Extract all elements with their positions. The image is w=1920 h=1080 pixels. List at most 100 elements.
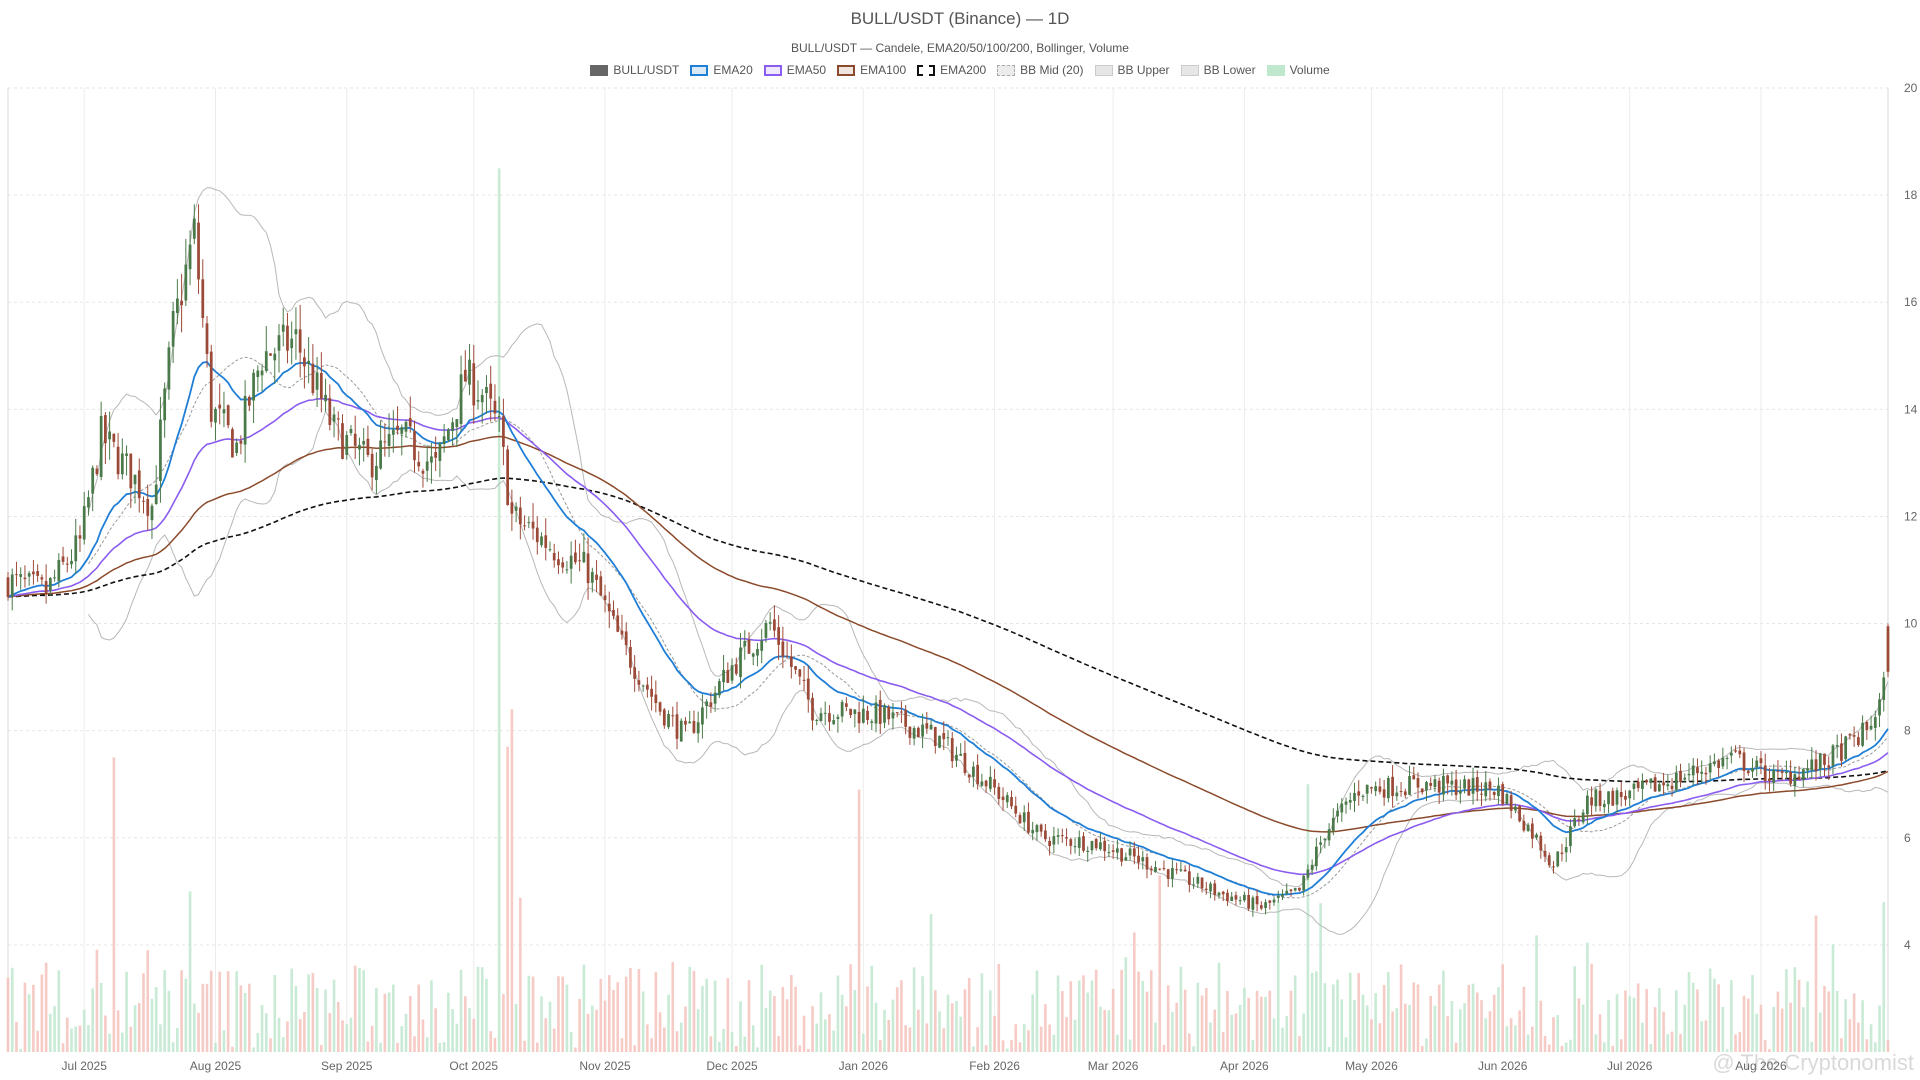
volume-bar	[569, 1031, 573, 1052]
candle-body	[1433, 779, 1437, 788]
volume-bar	[502, 993, 505, 1052]
candle-body	[150, 505, 154, 521]
candle-body	[590, 572, 594, 583]
legend-item-ema200[interactable]: EMA200	[917, 63, 986, 77]
candle-body	[1221, 891, 1225, 895]
volume-bar	[1785, 969, 1788, 1052]
candle-body	[442, 436, 446, 444]
y-tick-label: 4	[1904, 938, 1911, 952]
volume-bar	[1069, 981, 1073, 1052]
candle-body	[502, 416, 505, 447]
candle-body	[1547, 855, 1551, 866]
x-tick-label: Jan 2026	[839, 1059, 889, 1073]
candle-body	[1691, 765, 1695, 776]
candle-body	[341, 423, 344, 459]
candle-body	[1657, 784, 1661, 792]
candle-body	[967, 774, 971, 778]
volume-bar	[544, 1018, 548, 1052]
candle-body	[1539, 835, 1543, 851]
legend-item-volume[interactable]: Volume	[1266, 63, 1330, 77]
candle-body	[1213, 883, 1217, 895]
volume-bar	[32, 984, 35, 1052]
legend-item-bblower[interactable]: BB Lower	[1180, 63, 1256, 77]
candle-body	[811, 697, 814, 721]
volume-bar	[1488, 1011, 1492, 1052]
candle-body	[1840, 743, 1843, 761]
volume-bar	[637, 969, 641, 1052]
legend-item-ema100[interactable]: EMA100	[837, 63, 906, 77]
volume-bar	[243, 992, 247, 1052]
volume-bar	[1310, 972, 1314, 1052]
volume-bar	[1793, 967, 1797, 1052]
candle-body	[209, 351, 213, 422]
candle-body	[688, 721, 692, 724]
candle-body	[1501, 784, 1505, 805]
candle-body	[1581, 812, 1585, 823]
candle-body	[1569, 826, 1572, 847]
candle-body	[1348, 799, 1352, 803]
legend-item-price[interactable]: BULL/USDT	[590, 63, 679, 77]
volume-bar	[336, 1001, 340, 1052]
volume-bar	[1696, 989, 1699, 1052]
volume-bar	[1276, 902, 1280, 1052]
candle-body	[1408, 776, 1411, 795]
volume-bar	[519, 897, 522, 1052]
volume-bar	[1188, 1033, 1191, 1052]
candle-body	[1264, 902, 1267, 909]
candle-body	[819, 713, 823, 722]
legend-item-bbupper[interactable]: BB Upper	[1094, 63, 1170, 77]
volume-bar	[1293, 975, 1297, 1052]
candle-body	[1137, 855, 1140, 863]
volume-bar	[980, 973, 984, 1052]
volume-bar	[675, 1031, 679, 1052]
legend-swatch	[917, 64, 936, 76]
volume-bar	[1509, 1018, 1513, 1052]
volume-bar	[1522, 986, 1526, 1052]
candle-body	[806, 678, 810, 700]
ema100-line	[7, 435, 1889, 833]
legend-item-bbmid[interactable]: BB Mid (20)	[997, 63, 1084, 77]
legend-swatch	[590, 64, 609, 76]
volume-bar	[95, 949, 99, 1052]
legend-item-ema50[interactable]: EMA50	[763, 63, 826, 77]
volume-bar	[197, 1012, 200, 1052]
candle-body	[430, 456, 433, 463]
candle-body	[641, 685, 645, 687]
volume-bar	[768, 990, 772, 1052]
candle-body	[1844, 736, 1848, 760]
candle-body	[243, 395, 247, 445]
chart-title: BULL/USDT (Binance) — 1D	[850, 9, 1070, 28]
candle-body	[696, 722, 700, 734]
volume-bar	[595, 1009, 598, 1052]
volume-bar	[1598, 1014, 1602, 1052]
candle-body	[159, 419, 162, 481]
volume-bar	[1497, 987, 1500, 1052]
candle-body	[61, 556, 65, 562]
candle-body	[1594, 789, 1598, 807]
volume-bar	[298, 1019, 302, 1052]
volume-bar	[1234, 1013, 1238, 1052]
volume-bar	[1645, 989, 1648, 1052]
volume-bar	[1340, 999, 1344, 1052]
candle-body	[1217, 892, 1221, 896]
candle-body	[904, 709, 908, 727]
volume-bar	[154, 986, 158, 1052]
candle-body	[1060, 835, 1064, 837]
candle-body	[764, 622, 768, 638]
chart-legend: BULL/USDT EMA20 EMA50 EMA100 EMA200 BB Mid (2…	[0, 63, 1920, 77]
candle-body	[65, 563, 69, 565]
candle-body	[349, 428, 353, 434]
volume-bar	[235, 971, 238, 1052]
candle-body	[1670, 785, 1674, 790]
volume-bar	[358, 967, 361, 1052]
candle-body	[730, 665, 734, 681]
candle-body	[1293, 888, 1297, 891]
candle-body	[798, 669, 802, 677]
legend-item-ema20[interactable]: EMA20	[690, 63, 753, 77]
candle-body	[345, 435, 349, 455]
candle-body	[866, 710, 869, 720]
candle-body	[112, 433, 116, 442]
candle-body	[1200, 877, 1204, 889]
candle-body	[451, 422, 454, 432]
volume-bar	[27, 994, 31, 1052]
